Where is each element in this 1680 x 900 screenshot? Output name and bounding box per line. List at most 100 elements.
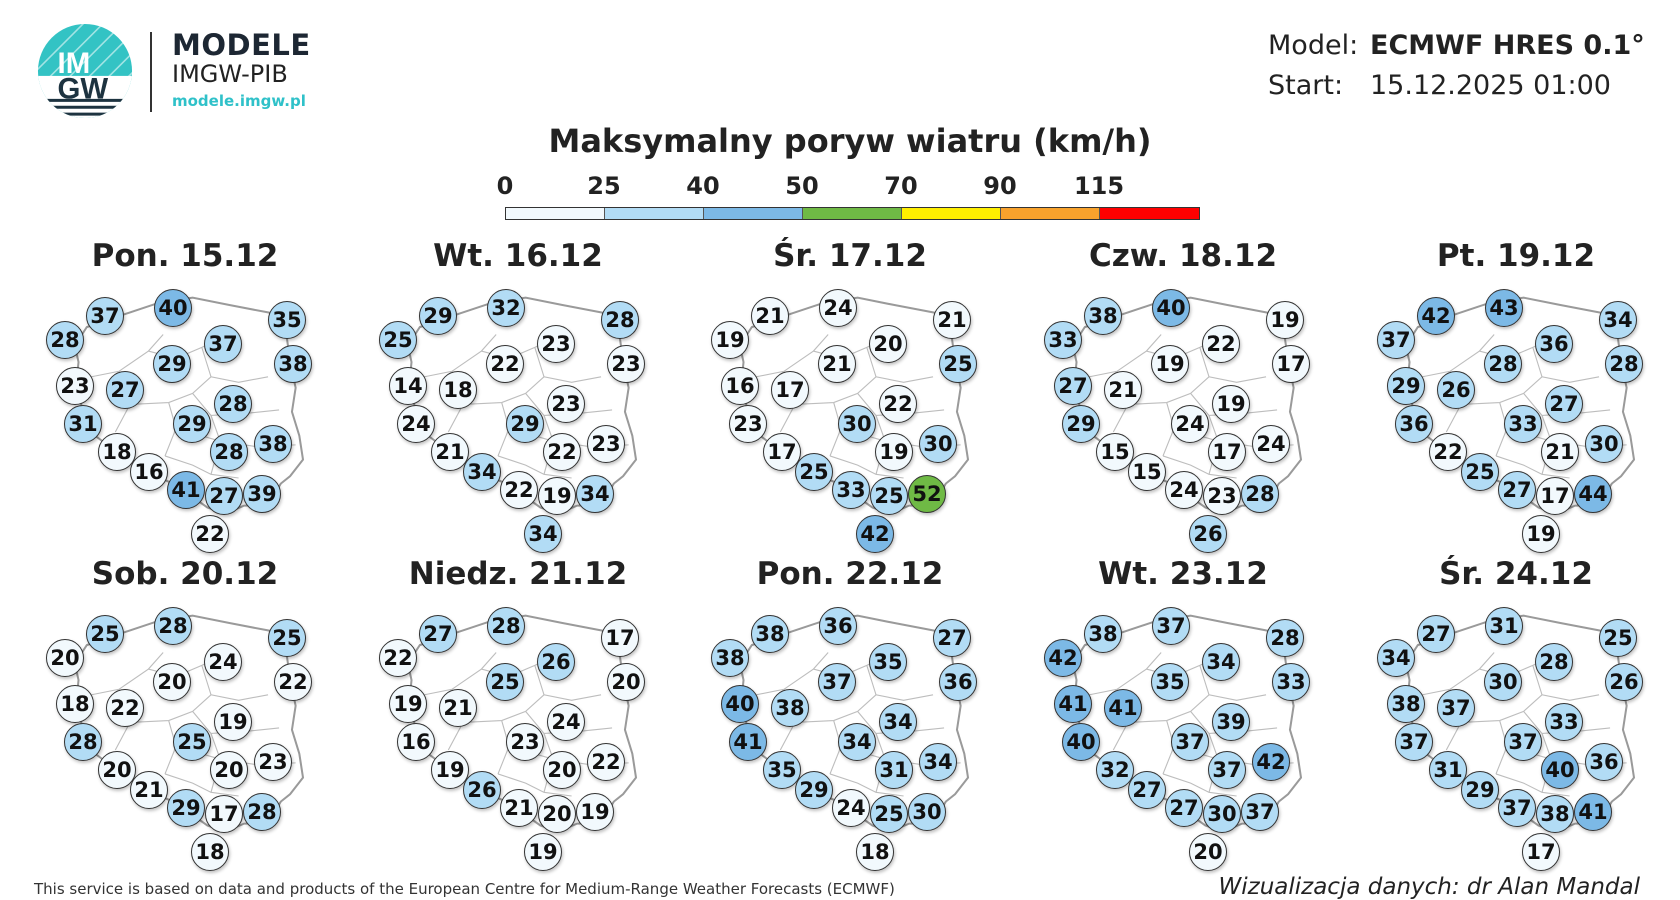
region-border (1461, 694, 1543, 723)
station-gust-marker: 28 (1241, 475, 1279, 513)
station-gust-marker: 38 (254, 425, 292, 463)
station-gust-marker: 41 (167, 471, 205, 509)
station-gust-marker: 22 (879, 385, 917, 423)
station-gust-marker: 19 (875, 433, 913, 471)
station-gust-marker: 26 (1605, 663, 1643, 701)
station-gust-marker: 16 (721, 367, 759, 405)
panel-day-label: Wt. 16.12 (433, 238, 603, 274)
region-border (463, 376, 545, 405)
region-border (497, 773, 572, 797)
map-title: Maksymalny poryw wiatru (km/h) (548, 122, 1152, 160)
station-gust-marker: 18 (191, 833, 229, 871)
region-border (1199, 347, 1267, 383)
station-gust-marker: 29 (1062, 405, 1100, 443)
station-gust-marker: 29 (173, 405, 211, 443)
color-scale-segment (803, 208, 902, 219)
color-scale-segment (506, 208, 605, 219)
station-gust-marker: 28 (154, 607, 192, 645)
station-gust-marker: 30 (1203, 795, 1241, 833)
station-gust-marker: 28 (1535, 643, 1573, 681)
station-gust-marker: 36 (1585, 743, 1623, 781)
station-gust-marker: 20 (538, 795, 576, 833)
station-gust-marker: 27 (205, 477, 243, 515)
station-gust-marker: 25 (173, 723, 211, 761)
station-gust-marker: 17 (205, 795, 243, 833)
region-border (1495, 773, 1570, 797)
station-gust-marker: 24 (397, 405, 435, 443)
station-gust-marker: 28 (601, 301, 639, 339)
start-info: Start: 15.12.2025 01:00 (1268, 70, 1611, 101)
station-gust-marker: 37 (1437, 689, 1475, 727)
region-border (497, 455, 572, 479)
station-gust-marker: 30 (919, 425, 957, 463)
station-gust-marker: 33 (1044, 321, 1082, 359)
station-gust-marker: 28 (1266, 619, 1304, 657)
station-gust-marker: 52 (908, 475, 946, 513)
forecast-panel: Śr. 17.12 19 21 24 20 21 25 16 17 21 22 23 30 17 19 30 2… (700, 238, 1000, 553)
brand-title: MODELE (172, 28, 311, 62)
station-gust-marker: 36 (939, 663, 977, 701)
forecast-panel: Niedz. 21.12 22 27 28 26 17 20 19 21 25 24 16 23 19 20… (368, 556, 668, 871)
model-value: ECMWF HRES 0.1° (1370, 30, 1645, 61)
forecast-panel: Czw. 18.12 33 38 40 22 19 17 27 21 19 19 29 24 15 17 24… (1033, 238, 1333, 553)
station-gust-marker: 42 (1252, 743, 1290, 781)
station-gust-marker: 20 (46, 639, 84, 677)
start-value: 15.12.2025 01:00 (1370, 70, 1611, 101)
station-gust-marker: 18 (56, 685, 94, 723)
station-gust-marker: 16 (130, 453, 168, 491)
start-label: Start: (1268, 70, 1344, 101)
station-gust-marker: 20 (210, 751, 248, 789)
station-gust-marker: 35 (1151, 663, 1189, 701)
station-gust-marker: 24 (1252, 425, 1290, 463)
station-gust-marker: 41 (1054, 685, 1092, 723)
station-gust-marker: 19 (711, 321, 749, 359)
region-border (130, 376, 212, 405)
region-border (164, 773, 239, 797)
station-gust-marker: 17 (601, 619, 639, 657)
station-gust-marker: 27 (1128, 771, 1166, 809)
station-gust-marker: 33 (1504, 405, 1542, 443)
station-gust-marker: 25 (870, 795, 908, 833)
station-gust-marker: 22 (486, 345, 524, 383)
forecast-panel: Wt. 23.12 42 38 37 34 28 33 41 41 35 39 40 37 32 37 42 2… (1033, 556, 1333, 871)
region-border (1495, 455, 1570, 479)
station-gust-marker: 31 (1485, 607, 1523, 645)
station-gust-marker: 34 (576, 475, 614, 513)
station-gust-marker: 25 (795, 453, 833, 491)
region-border (1532, 665, 1600, 701)
station-gust-marker: 25 (379, 321, 417, 359)
station-gust-marker: 21 (500, 789, 538, 827)
station-gust-marker: 34 (1377, 639, 1415, 677)
station-gust-marker: 19 (524, 833, 562, 871)
panel-day-label: Niedz. 21.12 (408, 556, 628, 592)
station-gust-marker: 34 (879, 703, 917, 741)
station-gust-marker: 38 (1536, 795, 1574, 833)
model-info: Model: ECMWF HRES 0.1° (1268, 30, 1645, 61)
station-gust-marker: 27 (1165, 789, 1203, 827)
station-gust-marker: 27 (106, 371, 144, 409)
station-gust-marker: 22 (379, 639, 417, 677)
station-gust-marker: 40 (721, 685, 759, 723)
color-scale-segment (1001, 208, 1100, 219)
station-gust-marker: 24 (204, 643, 242, 681)
station-gust-marker: 24 (1165, 471, 1203, 509)
station-gust-marker: 20 (543, 751, 581, 789)
region-border (1128, 376, 1210, 405)
station-gust-marker: 23 (56, 367, 94, 405)
panel-day-label: Sob. 20.12 (91, 556, 279, 592)
visualization-credit: Wizualizacja danych: dr Alan Mandal (1218, 874, 1640, 900)
station-gust-marker: 17 (1208, 433, 1246, 471)
region-border (1080, 334, 1162, 380)
brand-url[interactable]: modele.imgw.pl (172, 92, 306, 110)
station-gust-marker: 15 (1096, 433, 1134, 471)
station-gust-marker: 31 (875, 751, 913, 789)
station-gust-marker: 15 (1128, 453, 1166, 491)
station-gust-marker: 19 (431, 751, 469, 789)
station-gust-marker: 38 (771, 689, 809, 727)
station-gust-marker: 40 (1152, 289, 1190, 327)
station-gust-marker: 38 (1084, 615, 1122, 653)
region-border (534, 665, 602, 701)
station-gust-marker: 42 (1044, 639, 1082, 677)
panel-day-label: Śr. 17.12 (773, 238, 927, 274)
station-gust-marker: 39 (1212, 703, 1250, 741)
